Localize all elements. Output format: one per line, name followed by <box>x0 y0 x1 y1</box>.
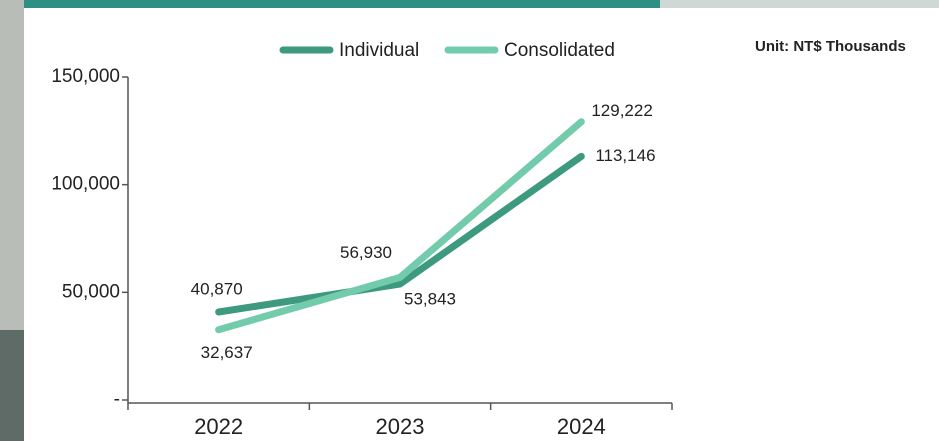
data-label: 40,870 <box>191 279 243 298</box>
series-line <box>215 152 585 316</box>
y-tick-label: - <box>114 389 120 410</box>
data-label: 129,222 <box>591 101 652 120</box>
legend-label: Individual <box>339 40 419 61</box>
data-label: 56,930 <box>340 243 392 262</box>
x-tick-label: 2023 <box>376 414 425 439</box>
data-label: 32,637 <box>201 343 253 362</box>
y-tick-label: 100,000 <box>51 174 120 195</box>
top-band-photo <box>660 0 939 8</box>
y-tick-label: 150,000 <box>51 66 120 87</box>
x-tick-label: 2022 <box>194 414 243 439</box>
unit-note: Unit: NT$ Thousands <box>755 38 906 55</box>
x-tick-label: 2024 <box>557 414 606 439</box>
y-tick-label: 50,000 <box>62 281 120 302</box>
series-line <box>215 118 585 334</box>
data-label: 113,146 <box>595 146 655 165</box>
left-photo-strip-dark <box>0 330 24 441</box>
data-label: 53,843 <box>404 290 456 309</box>
legend-label: Consolidated <box>504 40 615 61</box>
top-band <box>0 0 939 8</box>
